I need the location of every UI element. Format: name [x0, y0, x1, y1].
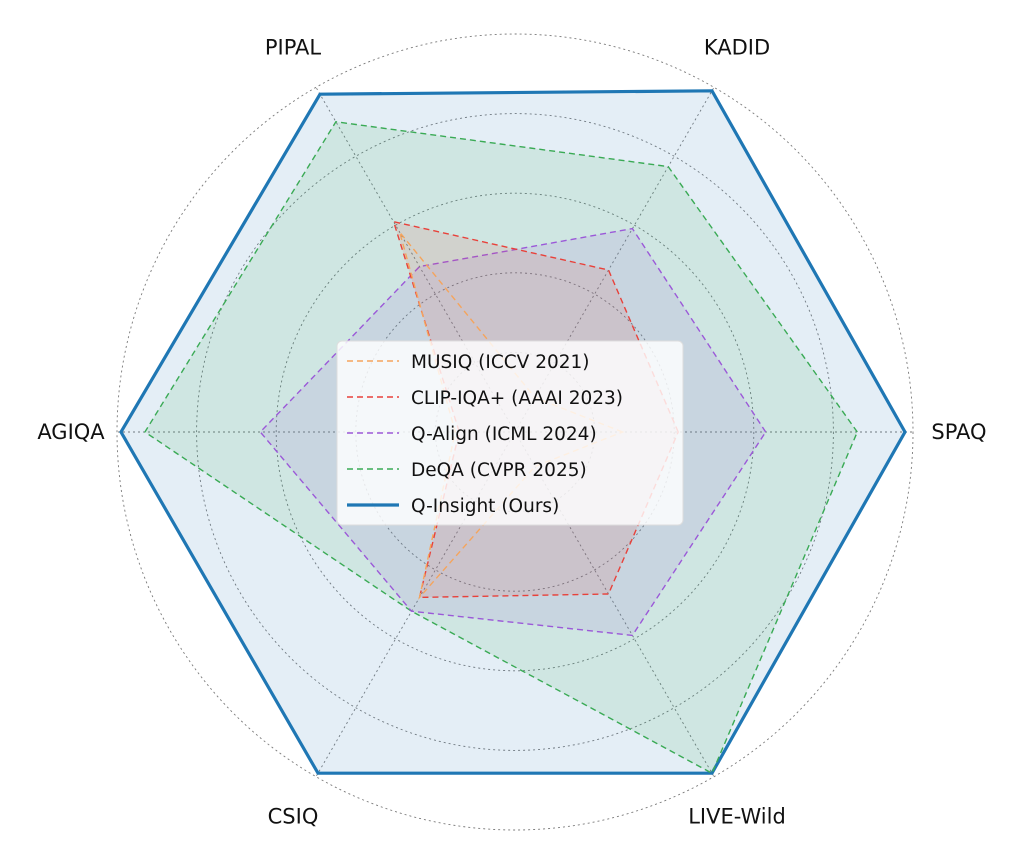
grid-ring-4 — [196, 113, 834, 751]
legend-label-5: Q-Insight (Ours) — [411, 496, 559, 517]
axis-label-3: PIPAL — [265, 36, 322, 60]
axis-label-2: KADID — [704, 36, 770, 60]
legend-label-2: CLIP-IQA+ (AAAI 2023) — [411, 388, 623, 409]
axis-label-5: CSIQ — [268, 805, 319, 829]
axis-label-6: LIVE-Wild — [688, 805, 786, 829]
grid-ring-5 — [116, 33, 914, 831]
axis-labels: SPAQ KADID PIPAL AGIQA CSIQ LIVE-Wild — [37, 36, 986, 829]
legend-box — [336, 340, 684, 526]
legend: MUSIQ (ICCV 2021) CLIP-IQA+ (AAAI 2023) Q-… — [336, 340, 684, 526]
legend-label-3: Q-Align (ICML 2024) — [411, 424, 597, 445]
axis-label-4: AGIQA — [37, 420, 105, 444]
axis-label-1: SPAQ — [931, 420, 986, 444]
legend-label-1: MUSIQ (ICCV 2021) — [411, 352, 590, 373]
legend-label-4: DeQA (CVPR 2025) — [411, 460, 587, 481]
